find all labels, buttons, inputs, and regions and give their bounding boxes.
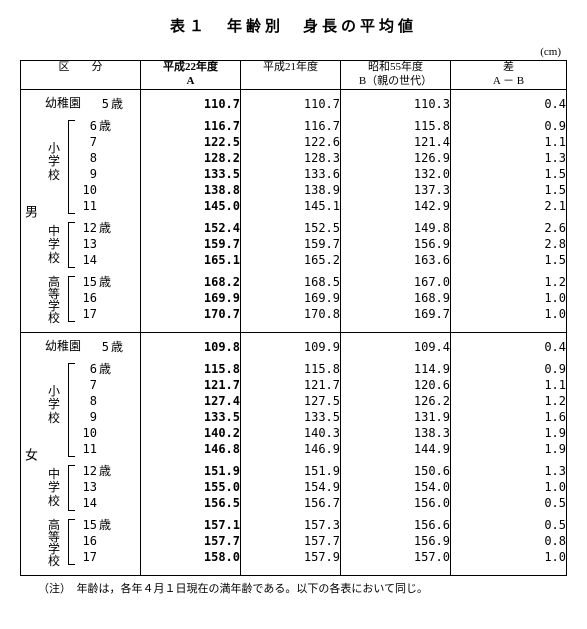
bracket-es-f bbox=[68, 363, 75, 457]
age-f-13: 13 bbox=[79, 479, 111, 495]
col-A-female: 109.8115.8121.7127.4133.5140.2146.8151.9… bbox=[141, 332, 241, 575]
col-B-female: 109.4114.9120.6126.2131.9138.3144.9150.6… bbox=[341, 332, 451, 575]
age-f-5: 5歳 bbox=[91, 339, 123, 355]
col-P-female: 109.9115.8121.7127.5133.5140.3146.9151.9… bbox=[241, 332, 341, 575]
hdr-s55-b: B（親の世代） bbox=[341, 75, 450, 89]
bracket-es-m bbox=[68, 120, 75, 214]
hdr-h21: 平成21年度 bbox=[241, 61, 341, 90]
age-m-14: 14 bbox=[79, 252, 111, 268]
age-m-12: 12歳 bbox=[79, 220, 111, 236]
hdr-h22-a: 平成22年度 bbox=[141, 61, 240, 75]
age-f-10: 10 bbox=[79, 425, 111, 441]
hdr-h22-b: A bbox=[141, 75, 240, 89]
unit-label: (cm) bbox=[20, 46, 567, 58]
label-kindergarten-m: 幼稚園 bbox=[45, 97, 81, 111]
bracket-hs-f bbox=[68, 519, 75, 565]
label-male: 男 bbox=[25, 201, 38, 220]
age-m-6: 6歳 bbox=[79, 118, 111, 134]
age-f-6: 6歳 bbox=[79, 361, 111, 377]
age-f-12: 12歳 bbox=[79, 463, 111, 479]
age-f-9: 9 bbox=[79, 409, 111, 425]
col-D-female: 0.40.91.11.21.61.91.91.31.00.50.50.81.0 bbox=[451, 332, 567, 575]
age-m-9: 9 bbox=[79, 166, 111, 182]
female-block: 女 幼稚園 5歳 小学校 6歳 7 8 9 10 11 中学校 12歳 13 1… bbox=[21, 332, 567, 575]
label-junior-f: 中学校 bbox=[47, 468, 61, 509]
label-high-f: 高等学校 bbox=[47, 519, 61, 567]
age-m-10: 10 bbox=[79, 182, 111, 198]
age-f-15: 15歳 bbox=[79, 517, 111, 533]
age-m-16: 16 bbox=[79, 290, 111, 306]
col-P-male: 110.7116.7122.6128.3133.6138.9145.1152.5… bbox=[241, 89, 341, 332]
col-A-male: 110.7116.7122.5128.2133.5138.8145.0152.4… bbox=[141, 89, 241, 332]
label-high-m: 高等学校 bbox=[47, 276, 61, 324]
table-title: 表１ 年齢別 身長の平均値 bbox=[20, 15, 567, 36]
label-elementary-m: 小学校 bbox=[47, 142, 61, 183]
age-f-8: 8 bbox=[79, 393, 111, 409]
hdr-category: 区 分 bbox=[21, 61, 141, 90]
age-m-15: 15歳 bbox=[79, 274, 111, 290]
age-m-11: 11 bbox=[79, 198, 111, 214]
male-block: 男 幼稚園 5歳 小学校 6歳 7 8 9 10 11 中学校 bbox=[21, 89, 567, 332]
age-m-8: 8 bbox=[79, 150, 111, 166]
age-f-11: 11 bbox=[79, 441, 111, 457]
hdr-diff-b: A － B bbox=[451, 75, 566, 89]
age-f-14: 14 bbox=[79, 495, 111, 511]
hdr-s55-a: 昭和55年度 bbox=[341, 61, 450, 75]
col-B-male: 110.3115.8121.4126.9132.0137.3142.9149.8… bbox=[341, 89, 451, 332]
footnote: （注） 年齢は，各年４月１日現在の満年齢である。以下の各表において同じ。 bbox=[44, 582, 567, 597]
label-elementary-f: 小学校 bbox=[47, 385, 61, 426]
age-m-5: 5歳 bbox=[91, 96, 123, 112]
age-f-16: 16 bbox=[79, 533, 111, 549]
age-m-13: 13 bbox=[79, 236, 111, 252]
hdr-diff-a: 差 bbox=[451, 61, 566, 75]
label-female: 女 bbox=[25, 444, 38, 463]
bracket-jh-f bbox=[68, 465, 75, 511]
label-kindergarten-f: 幼稚園 bbox=[45, 340, 81, 354]
age-m-7: 7 bbox=[79, 134, 111, 150]
bracket-hs-m bbox=[68, 276, 75, 322]
bracket-jh-m bbox=[68, 222, 75, 268]
label-junior-m: 中学校 bbox=[47, 225, 61, 266]
hdr-h22: 平成22年度 A bbox=[141, 61, 241, 90]
hdr-diff: 差 A － B bbox=[451, 61, 567, 90]
col-D-male: 0.40.91.11.31.51.52.12.62.81.51.21.01.0 bbox=[451, 89, 567, 332]
age-f-7: 7 bbox=[79, 377, 111, 393]
hdr-s55: 昭和55年度 B（親の世代） bbox=[341, 61, 451, 90]
height-table: 区 分 平成22年度 A 平成21年度 昭和55年度 B（親の世代） 差 A －… bbox=[20, 60, 567, 576]
age-f-17: 17 bbox=[79, 549, 111, 565]
age-m-17: 17 bbox=[79, 306, 111, 322]
